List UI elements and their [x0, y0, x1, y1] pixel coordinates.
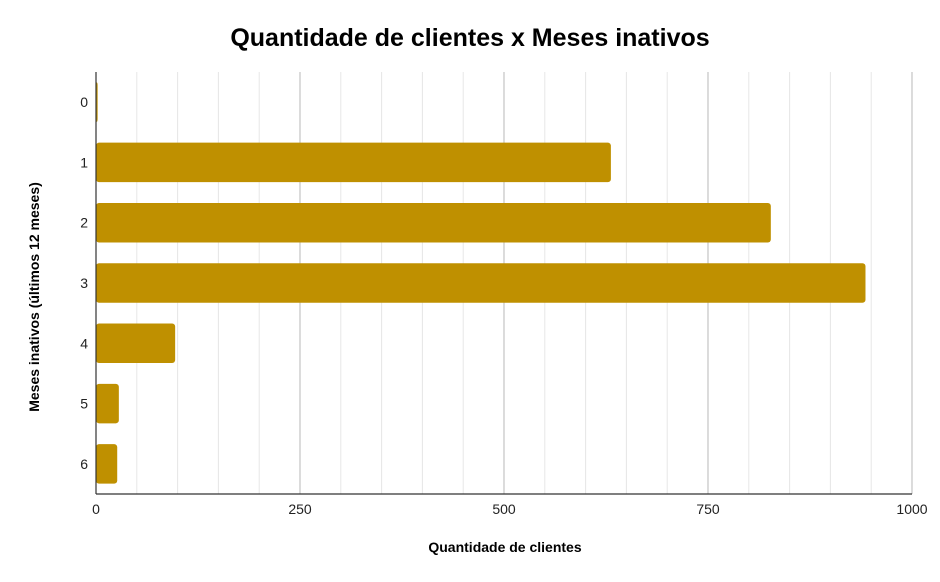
x-tick-label: 500	[492, 501, 516, 517]
bar-6[interactable]	[96, 444, 118, 484]
bars	[96, 82, 866, 484]
axes	[95, 72, 912, 495]
y-tick-label: 2	[80, 215, 88, 231]
x-tick-label: 250	[288, 501, 312, 517]
y-tick-label: 5	[80, 396, 88, 412]
bar-4[interactable]	[96, 323, 176, 364]
bar-3[interactable]	[96, 263, 866, 303]
x-tick-label: 0	[92, 501, 100, 517]
y-tick-label: 4	[80, 335, 88, 351]
x-tick-label: 1000	[896, 501, 927, 517]
bar-1[interactable]	[96, 142, 611, 183]
x-tick-label: 750	[696, 501, 720, 517]
y-tick-label: 6	[80, 456, 88, 472]
chart-title: Quantidade de clientes x Meses inativos	[230, 24, 710, 52]
y-tick-label: 3	[80, 275, 88, 291]
y-tick-label: 1	[80, 154, 88, 170]
y-tick-label: 0	[80, 94, 88, 110]
bar-5[interactable]	[96, 383, 119, 424]
bar-2[interactable]	[96, 202, 771, 243]
tick-labels: 0 250 500 750 1000 0 1 2 3 4 5 6	[80, 94, 928, 517]
x-axis-title: Quantidade de clientes	[428, 539, 582, 555]
